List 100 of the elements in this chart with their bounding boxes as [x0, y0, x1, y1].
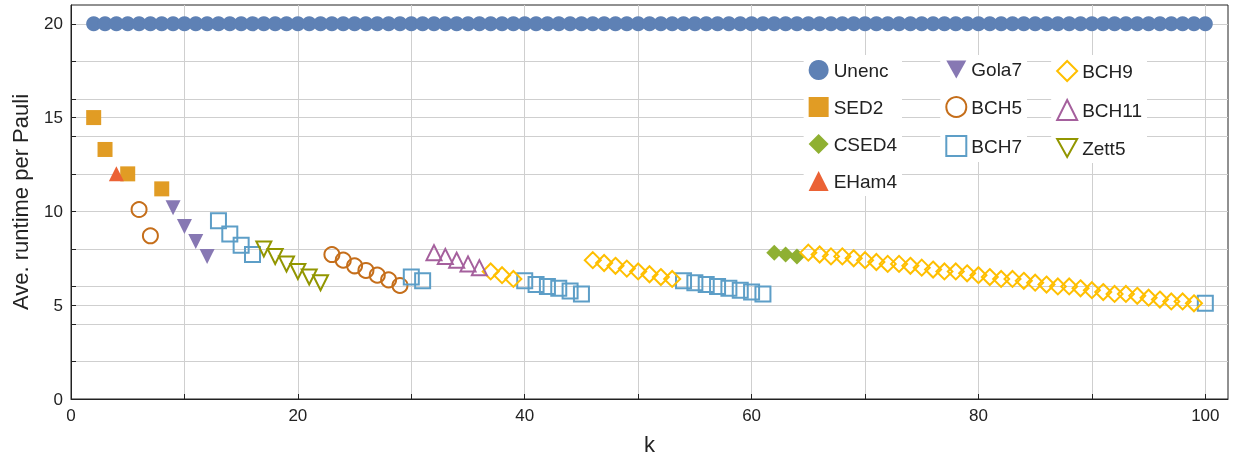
point — [743, 283, 761, 301]
point — [686, 274, 704, 292]
point — [969, 266, 988, 285]
point — [188, 233, 204, 249]
point — [1003, 269, 1022, 288]
point — [1162, 292, 1181, 311]
point — [1105, 284, 1124, 303]
legend-label: BCH11 — [1082, 99, 1142, 121]
legend-label: CSED4 — [833, 133, 898, 155]
point — [697, 276, 715, 294]
point — [232, 236, 250, 254]
x-tick-label: 0 — [66, 406, 76, 425]
point — [572, 285, 590, 303]
point — [561, 282, 579, 300]
point — [766, 244, 783, 261]
point — [141, 227, 159, 245]
point — [550, 279, 568, 297]
legend-label: BCH7 — [971, 135, 1022, 157]
point — [414, 272, 432, 290]
point — [130, 201, 148, 218]
point — [176, 218, 192, 234]
point — [209, 212, 227, 230]
point — [958, 264, 977, 283]
legend-label: BCH5 — [971, 96, 1022, 118]
legend-label: Unenc — [833, 59, 889, 81]
y-tick-label: 20 — [44, 14, 63, 34]
x-tick-label: 20 — [288, 406, 308, 425]
y-tick-label: 0 — [53, 389, 63, 409]
point — [199, 248, 215, 264]
point — [629, 262, 648, 281]
point — [1060, 277, 1079, 296]
point — [810, 245, 829, 264]
point — [368, 266, 386, 284]
point — [538, 277, 556, 295]
point — [425, 244, 443, 262]
point — [799, 243, 818, 262]
y-tick-label: 10 — [44, 201, 63, 221]
point — [1082, 281, 1101, 300]
point — [165, 200, 181, 216]
point — [651, 268, 670, 287]
point — [391, 276, 409, 294]
point — [459, 255, 477, 273]
point — [856, 251, 875, 270]
point — [935, 262, 954, 281]
legend-label: Gola7 — [971, 59, 1022, 80]
point — [675, 272, 693, 290]
point — [980, 268, 999, 287]
point — [663, 269, 682, 288]
point — [1139, 288, 1158, 307]
point — [1048, 277, 1067, 296]
point — [720, 279, 738, 297]
point — [504, 269, 523, 288]
point — [380, 271, 398, 289]
point — [992, 269, 1011, 288]
point — [1037, 275, 1056, 294]
point — [357, 261, 375, 279]
point — [1026, 273, 1045, 292]
point — [1094, 283, 1113, 302]
point — [731, 281, 749, 299]
point — [606, 256, 625, 275]
point — [1196, 294, 1214, 312]
x-tick-label: 100 — [1191, 406, 1220, 425]
point — [1184, 294, 1203, 313]
point — [1071, 279, 1090, 298]
point — [255, 240, 273, 258]
point — [1173, 292, 1192, 311]
point — [221, 225, 239, 243]
point — [617, 259, 636, 278]
point — [1014, 271, 1033, 290]
x-tick-label: 40 — [515, 406, 535, 425]
point — [878, 254, 897, 273]
point — [527, 276, 545, 294]
point — [334, 251, 352, 269]
point — [289, 262, 307, 280]
x-tick-label: 60 — [742, 406, 762, 425]
point — [640, 265, 659, 284]
x-tick-label: 80 — [968, 406, 988, 425]
point — [278, 255, 296, 273]
y-axis-title: Ave. runtime per Pauli — [7, 93, 33, 311]
point — [108, 166, 124, 182]
point — [946, 262, 965, 281]
point — [709, 277, 727, 295]
point — [97, 141, 113, 157]
x-axis-title: k — [644, 431, 656, 457]
point — [436, 247, 454, 265]
point — [901, 256, 920, 275]
point — [777, 246, 794, 263]
point — [266, 247, 284, 265]
legend-label: Zett5 — [1082, 137, 1126, 159]
point — [912, 258, 931, 277]
point — [924, 260, 943, 279]
legend-label: BCH9 — [1082, 60, 1133, 82]
point — [583, 251, 602, 270]
legend-label: EHam4 — [833, 170, 898, 192]
point — [516, 272, 534, 290]
point — [481, 262, 500, 281]
point — [833, 247, 852, 266]
y-tick-label: 15 — [44, 108, 63, 128]
point — [402, 268, 420, 286]
point — [243, 246, 261, 264]
